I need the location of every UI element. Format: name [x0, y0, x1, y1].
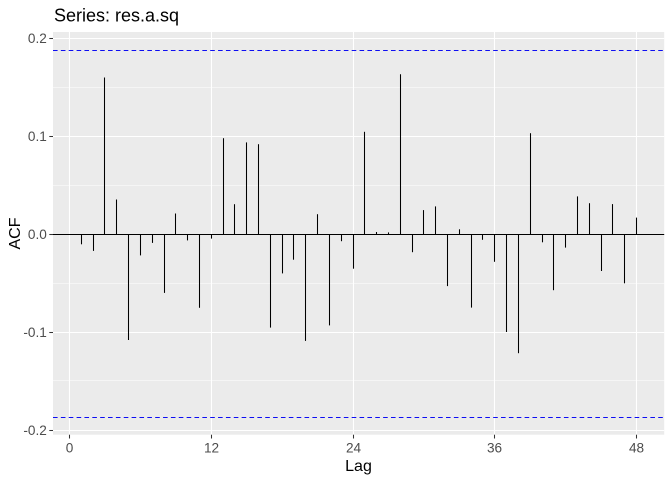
svg-text:Series: res.a.sq: Series: res.a.sq [54, 6, 179, 26]
svg-text:0.1: 0.1 [28, 129, 47, 144]
svg-text:-0.1: -0.1 [23, 325, 46, 340]
svg-text:12: 12 [204, 441, 219, 456]
svg-text:0.0: 0.0 [28, 227, 47, 242]
svg-text:24: 24 [346, 441, 362, 456]
svg-text:0: 0 [66, 441, 74, 456]
svg-text:0.2: 0.2 [28, 31, 47, 46]
svg-text:36: 36 [487, 441, 502, 456]
svg-text:-0.2: -0.2 [23, 423, 46, 438]
svg-text:48: 48 [629, 441, 644, 456]
svg-text:ACF: ACF [7, 217, 24, 249]
svg-text:Lag: Lag [345, 458, 372, 475]
